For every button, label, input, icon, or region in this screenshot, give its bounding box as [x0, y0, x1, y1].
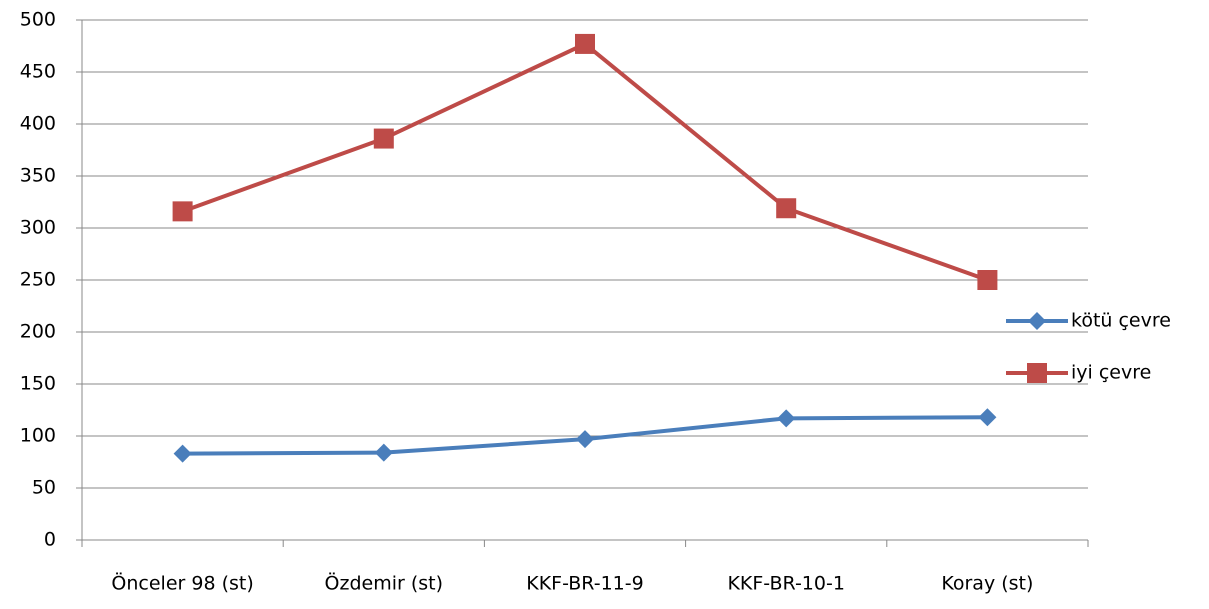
y-tick-label: 100 — [20, 425, 56, 447]
x-tick-label: Önceler 98 (st) — [111, 572, 253, 595]
marker — [978, 408, 997, 427]
legend-label: iyi çevre — [1071, 362, 1151, 384]
y-tick-label: 500 — [20, 9, 56, 31]
x-tick-label: KKF-BR-11-9 — [526, 573, 643, 595]
marker — [575, 33, 595, 54]
y-tick-label: 200 — [20, 321, 56, 343]
legend-label: kötü çevre — [1071, 310, 1171, 332]
y-tick-label: 250 — [20, 269, 56, 291]
series-line — [181, 41, 989, 282]
marker — [374, 443, 393, 462]
marker — [776, 198, 797, 219]
y-tick-label: 400 — [20, 113, 56, 135]
marker — [977, 270, 998, 290]
y-tick-label: 350 — [20, 165, 56, 187]
y-tick-label: 50 — [32, 477, 56, 499]
y-tick-label: 450 — [20, 61, 56, 83]
marker — [576, 430, 594, 449]
x-tick-label: Koray (st) — [941, 573, 1033, 595]
y-tick-label: 300 — [20, 217, 56, 239]
x-tick-label: Özdemir (st) — [325, 572, 444, 595]
marker — [373, 128, 394, 149]
x-tick-label: KKF-BR-10-1 — [727, 573, 844, 595]
marker — [777, 409, 796, 428]
marker — [172, 201, 193, 222]
y-tick-label: 150 — [20, 373, 56, 395]
marker — [1028, 312, 1046, 330]
marker — [173, 444, 192, 463]
y-tick-label: 0 — [44, 529, 56, 551]
marker — [1027, 363, 1047, 383]
